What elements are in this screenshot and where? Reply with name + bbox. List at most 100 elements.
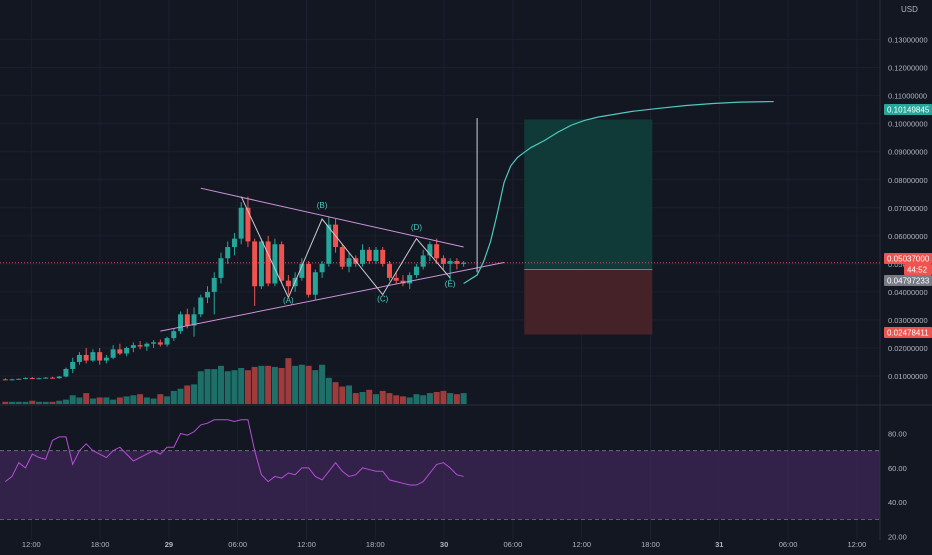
candle-body: [29, 377, 35, 379]
candle-body: [231, 238, 237, 248]
volume-bar: [184, 385, 191, 404]
candle-body: [461, 262, 467, 264]
rsi-band: [0, 450, 880, 520]
volume-bar: [231, 370, 238, 404]
target-price-tag: 0.10149845: [884, 104, 932, 115]
volume-bar: [292, 365, 299, 404]
candle: [49, 376, 55, 379]
candle: [110, 345, 116, 360]
volume-bar: [164, 396, 171, 404]
candle-body: [306, 263, 312, 295]
drawings[interactable]: (A) (B) (C) (D) (E): [160, 100, 774, 332]
candle: [380, 247, 386, 267]
price-tick-label: 0.10000000: [888, 120, 928, 129]
rsi-line: [4, 419, 464, 486]
candle: [164, 336, 170, 347]
candle: [56, 375, 62, 379]
candle: [76, 352, 82, 365]
candle: [434, 238, 440, 264]
position-tool[interactable]: [0, 119, 880, 335]
wave-label: (D): [411, 223, 422, 232]
candle-body: [184, 314, 190, 326]
candle-body: [124, 347, 130, 354]
volume-bar: [150, 398, 157, 404]
volume-bar: [56, 400, 63, 404]
candle: [124, 346, 130, 357]
candle-body: [164, 338, 170, 345]
candle: [43, 377, 49, 379]
candle: [427, 241, 433, 262]
rsi-tick-label: 40.00: [888, 498, 907, 507]
price-tick-label: 0.09000000: [888, 148, 928, 157]
candle-body: [339, 247, 345, 267]
volume-bar: [379, 390, 386, 404]
candle: [83, 347, 89, 364]
volume-bar: [42, 401, 49, 404]
rsi-axis[interactable]: 80.00 60.00 40.00 20.00: [888, 429, 907, 541]
candle: [339, 244, 345, 270]
candle-body: [83, 354, 89, 361]
candle: [420, 249, 426, 270]
candle: [205, 286, 210, 304]
candle: [407, 272, 413, 290]
candle: [319, 261, 325, 278]
time-tick-label: 31: [715, 540, 723, 549]
time-tick-label: 18:00: [91, 540, 110, 549]
candle-body: [211, 277, 217, 292]
volume-bar: [9, 401, 16, 404]
volume-bar: [285, 358, 292, 404]
rsi-tick-label: 60.00: [888, 464, 907, 473]
candle-body: [76, 354, 82, 362]
candle-body: [454, 261, 460, 264]
candle: [265, 235, 271, 287]
volume-bar: [110, 399, 117, 404]
volume-bar: [319, 364, 326, 404]
target-zone: [524, 119, 653, 270]
price-axis[interactable]: USD 0.13000000 0.12000000 0.11000000 0.1000…: [884, 5, 932, 381]
time-tick-label: 30: [440, 540, 448, 549]
candle-body: [171, 331, 177, 339]
volume-bar: [197, 371, 204, 404]
time-tick-label: 12:00: [22, 540, 41, 549]
candle: [360, 244, 366, 267]
candle-body: [23, 377, 29, 379]
candle-body: [9, 379, 15, 381]
volume-bar: [325, 377, 332, 404]
candle-body: [43, 377, 49, 379]
candle-body: [36, 378, 42, 380]
candle-body: [49, 377, 55, 379]
time-axis[interactable]: 12:00 18:00 29 06:00 12:00 18:00 30 06:00 12:00 1…: [22, 540, 866, 549]
volume-bar: [426, 393, 433, 404]
wave-label: (A): [283, 296, 294, 305]
candle: [252, 238, 258, 306]
candle: [9, 378, 15, 381]
time-tick-label: 06:00: [228, 540, 247, 549]
candle-body: [312, 272, 318, 295]
candle: [117, 343, 123, 355]
candle: [373, 247, 379, 264]
price-tick-label: 0.03000000: [888, 316, 928, 325]
candle-body: [319, 263, 325, 273]
volume-bar: [332, 382, 339, 404]
volume-bar: [346, 385, 353, 404]
candle-body: [440, 258, 446, 264]
volume-bar: [191, 384, 198, 404]
volume-bar: [170, 390, 177, 404]
candle: [191, 307, 197, 337]
candle: [130, 342, 136, 353]
candle-body: [420, 255, 426, 267]
candle: [103, 354, 109, 364]
candle-body: [265, 241, 271, 284]
candle-body: [218, 258, 224, 278]
volume-bar: [238, 368, 245, 404]
candle: [299, 258, 305, 281]
volume-bar: [433, 392, 440, 404]
candle-body: [360, 249, 366, 264]
volume-bar: [305, 365, 312, 404]
candle-body: [386, 263, 392, 278]
time-tick-label: 29: [165, 540, 173, 549]
volume-bar: [339, 386, 346, 404]
volume-bar: [393, 395, 400, 404]
volume-bars: [2, 358, 467, 404]
